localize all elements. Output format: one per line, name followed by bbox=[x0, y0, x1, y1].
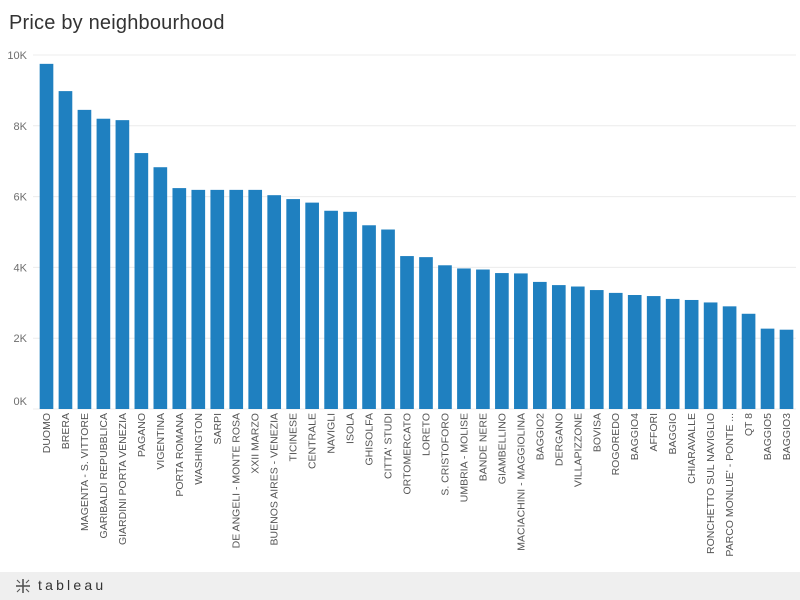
bar[interactable] bbox=[684, 299, 699, 409]
tableau-logo-icon bbox=[16, 579, 30, 593]
x-tick-label: CHIARAVALLE bbox=[686, 413, 698, 484]
bar[interactable] bbox=[172, 188, 187, 409]
x-tick-label: XXII MARZO bbox=[250, 413, 262, 474]
bar[interactable] bbox=[210, 189, 225, 409]
x-tick-label: ISOLA bbox=[345, 413, 357, 444]
x-tick-label: NAVIGLI bbox=[326, 413, 338, 454]
bar[interactable] bbox=[191, 189, 206, 409]
bars bbox=[39, 63, 794, 410]
x-tick-label: CITTA' STUDI bbox=[383, 413, 395, 479]
x-tick-label: BOVISA bbox=[591, 413, 603, 452]
x-tick-label: MAGENTA - S. VITTORE bbox=[79, 413, 91, 531]
y-tick-label: 0K bbox=[14, 396, 28, 408]
x-tick-label: VILLAPIZZONE bbox=[572, 413, 584, 487]
bar[interactable] bbox=[779, 329, 794, 409]
y-tick-label: 2K bbox=[14, 333, 28, 345]
bar[interactable] bbox=[703, 302, 718, 409]
bar[interactable] bbox=[665, 298, 680, 409]
bar[interactable] bbox=[476, 269, 490, 409]
bar[interactable] bbox=[457, 268, 471, 409]
bar[interactable] bbox=[551, 285, 566, 409]
x-tick-label: WASHINGTON bbox=[193, 413, 205, 485]
bar[interactable] bbox=[400, 256, 414, 409]
x-tick-label: PARCO MONLUE' - PONTE ... bbox=[724, 413, 736, 557]
bar[interactable] bbox=[267, 195, 282, 409]
bar-chart: 0K 2K 4K 6K 8K 10K DUOMO BRERA MAGENTA - S. VIT… bbox=[7, 50, 796, 557]
bar[interactable] bbox=[58, 91, 73, 410]
bar[interactable] bbox=[153, 167, 168, 409]
bar[interactable] bbox=[381, 229, 395, 409]
bar[interactable] bbox=[760, 328, 775, 409]
bar[interactable] bbox=[286, 199, 300, 409]
bar[interactable] bbox=[96, 118, 111, 409]
x-tick-label: BAGGIO2 bbox=[534, 413, 546, 460]
x-axis: DUOMO BRERA MAGENTA - S. VITTORE GARIBALDI … bbox=[41, 413, 793, 557]
bar[interactable] bbox=[627, 295, 642, 409]
bar[interactable] bbox=[343, 211, 357, 409]
bar[interactable] bbox=[419, 257, 433, 409]
x-tick-label: GIARDINI PORTA VENEZIA bbox=[117, 413, 129, 545]
x-tick-label: GIAMBELLINO bbox=[496, 413, 508, 484]
bar[interactable] bbox=[77, 109, 92, 410]
bar[interactable] bbox=[514, 273, 528, 409]
y-tick-label: 6K bbox=[14, 192, 28, 204]
brand-name[interactable]: tableau bbox=[38, 577, 107, 593]
bar[interactable] bbox=[438, 265, 452, 409]
x-tick-label: CENTRALE bbox=[307, 413, 319, 469]
bar[interactable] bbox=[305, 202, 319, 409]
x-tick-label: ROGOREDO bbox=[610, 413, 622, 475]
chart-title: Price by neighbourhood bbox=[9, 12, 225, 34]
x-tick-label: BANDE NERE bbox=[477, 413, 489, 481]
bar[interactable] bbox=[39, 63, 54, 409]
x-tick-label: DE ANGELI - MONTE ROSA bbox=[231, 413, 243, 548]
x-tick-label: MACIACHINI - MAGGIOLINA bbox=[515, 413, 527, 551]
bar[interactable] bbox=[362, 225, 376, 409]
x-tick-label: UMBRIA - MOLISE bbox=[458, 413, 470, 502]
bar[interactable] bbox=[589, 290, 604, 409]
x-tick-label: DUOMO bbox=[41, 413, 53, 453]
x-tick-label: BRERA bbox=[60, 413, 72, 449]
bar[interactable] bbox=[115, 120, 130, 409]
x-tick-label: SARPI bbox=[212, 413, 224, 445]
y-axis: 0K 2K 4K 6K 8K 10K bbox=[7, 50, 27, 408]
bar[interactable] bbox=[741, 313, 756, 409]
x-tick-label: GARIBALDI REPUBBLICA bbox=[98, 413, 110, 538]
x-tick-label: DERGANO bbox=[553, 413, 565, 466]
x-tick-label: VIGENTINA bbox=[155, 413, 167, 470]
x-tick-label: QT 8 bbox=[743, 413, 755, 436]
y-tick-label: 4K bbox=[14, 262, 28, 274]
x-tick-label: S. CRISTOFORO bbox=[439, 413, 451, 496]
x-tick-label: BUENOS AIRES - VENEZIA bbox=[269, 413, 281, 545]
x-tick-label: GHISOLFA bbox=[364, 413, 376, 466]
x-tick-label: BAGGIO bbox=[667, 413, 679, 454]
x-tick-label: AFFORI bbox=[648, 413, 660, 452]
bar[interactable] bbox=[533, 281, 547, 409]
bar[interactable] bbox=[608, 292, 623, 409]
x-tick-label: PORTA ROMANA bbox=[174, 413, 186, 497]
y-tick-label: 10K bbox=[7, 50, 27, 62]
bar[interactable] bbox=[134, 153, 149, 409]
bar[interactable] bbox=[722, 306, 737, 409]
x-tick-label: RONCHETTO SUL NAVIGLIO bbox=[705, 413, 717, 554]
bar[interactable] bbox=[570, 286, 585, 409]
x-tick-label: ORTOMERCATO bbox=[402, 413, 414, 494]
footer-bar: tableau bbox=[0, 572, 800, 600]
bar[interactable] bbox=[229, 189, 244, 409]
bar[interactable] bbox=[495, 273, 509, 409]
x-tick-label: PAGANO bbox=[136, 413, 148, 457]
bar[interactable] bbox=[646, 296, 661, 409]
x-tick-label: BAGGIO5 bbox=[762, 413, 774, 460]
y-tick-label: 8K bbox=[14, 121, 28, 133]
bar[interactable] bbox=[248, 189, 263, 409]
x-tick-label: LORETO bbox=[420, 413, 432, 456]
x-tick-label: BAGGIO4 bbox=[629, 413, 641, 460]
x-tick-label: BAGGIO3 bbox=[781, 413, 793, 460]
bar[interactable] bbox=[324, 210, 338, 409]
x-tick-label: TICINESE bbox=[288, 413, 300, 461]
